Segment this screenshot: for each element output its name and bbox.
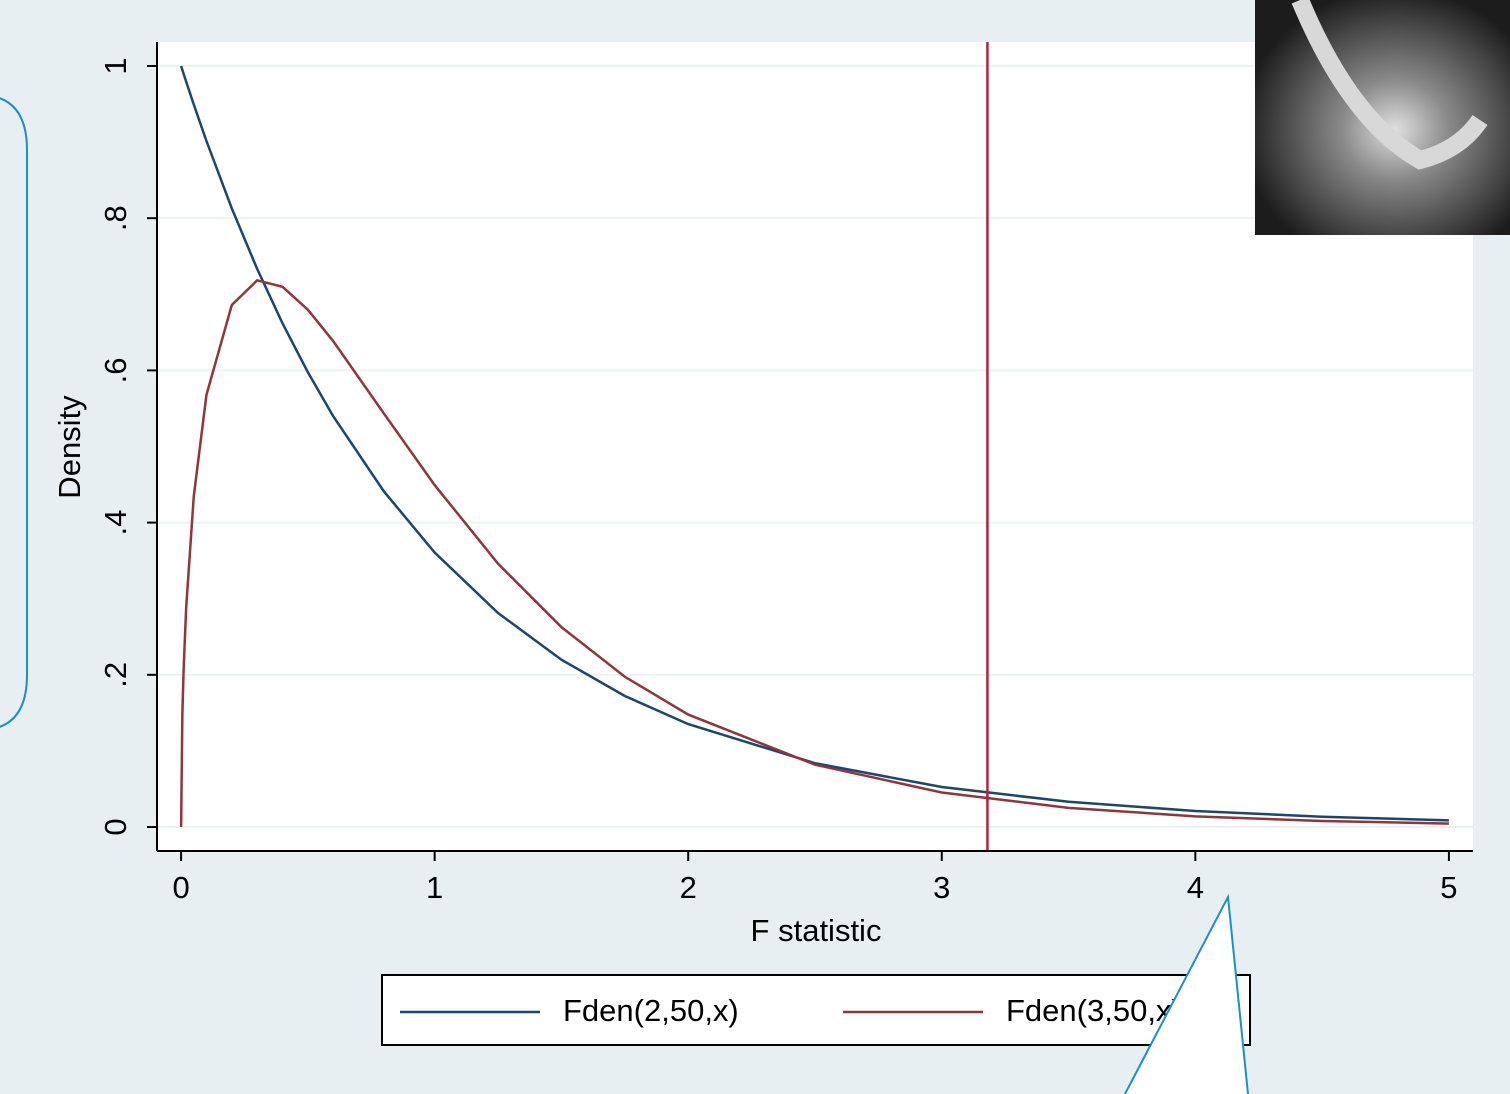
x-tick-label: 0 [172,870,189,905]
y-tick-label: .8 [98,205,133,231]
series-line [179,65,1449,822]
plot-layer [157,42,1473,851]
photo-detail [1291,0,1488,170]
callout-pointer [1124,893,1249,1094]
y-tick-label: 1 [98,57,133,74]
legend-box [381,974,1251,1046]
x-tick-label: 3 [933,870,950,905]
legend: Fden(2,50,x) Fden(3,50,x) [400,993,1182,1028]
x-tick-label: 1 [426,870,443,905]
callout-left [0,97,28,728]
y-axis-title: Density [52,395,87,499]
plot-area [157,42,1473,851]
legend-label: Fden(2,50,x) [563,993,739,1028]
y-tick-label: .4 [98,510,133,536]
callout-pointer-fill [1125,897,1248,1094]
y-tick-label: .2 [98,662,133,688]
photo [1255,0,1510,235]
y-tick-label: .6 [98,357,133,383]
x-tick-label: 4 [1187,870,1204,905]
y-tick-label: 0 [98,818,133,835]
x-axis-title: F statistic [751,913,882,948]
series-line [179,278,1449,828]
legend-label: Fden(3,50,x) [1006,993,1182,1028]
x-tick-label: 5 [1440,870,1457,905]
x-tick-label: 2 [680,870,697,905]
